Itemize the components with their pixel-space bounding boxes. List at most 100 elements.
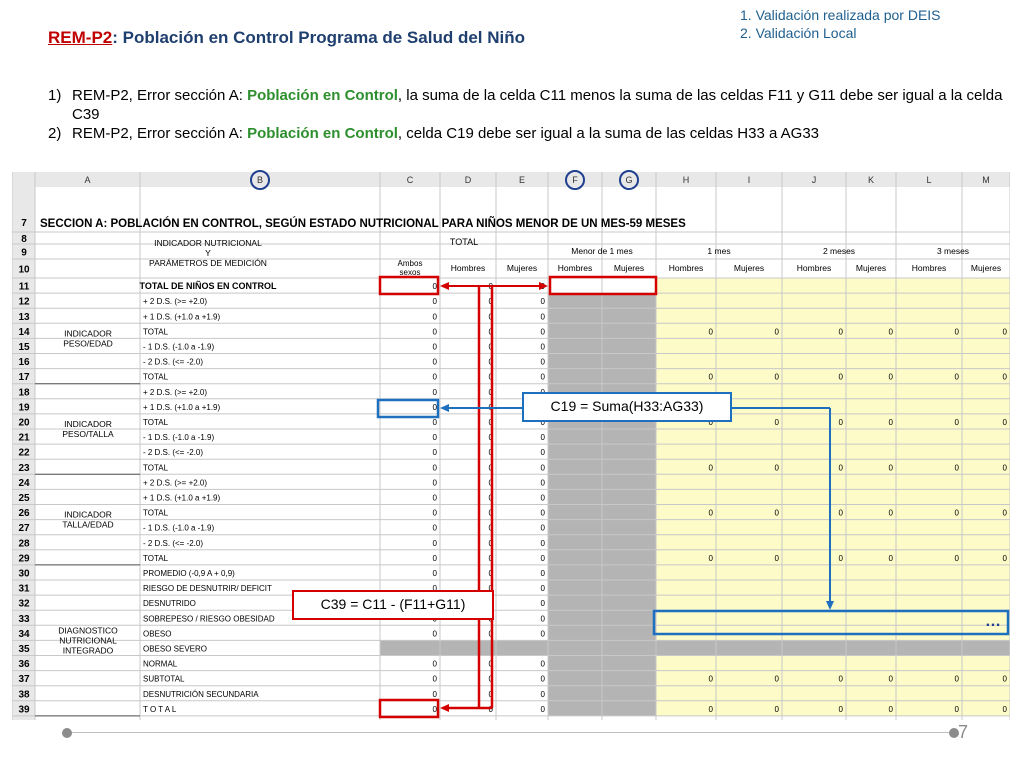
row-number-15: 15 <box>18 342 30 353</box>
arrowhead-c19 <box>440 404 449 412</box>
cell-value: 0 <box>709 373 714 382</box>
column-letter-k: K <box>868 175 874 185</box>
cell-value: 0 <box>889 327 894 336</box>
arrowhead-right <box>539 282 548 290</box>
cell-value: 0 <box>433 539 438 548</box>
row-number-27: 27 <box>18 523 30 534</box>
cell-value: 0 <box>433 327 438 336</box>
shaded-row-35-right <box>656 640 1010 656</box>
row-number-7: 7 <box>21 218 27 229</box>
header-mujeres: Mujeres <box>507 263 537 273</box>
column-letter-b: B <box>257 175 263 185</box>
cell-value: 0 <box>433 312 438 321</box>
cell-value: 0 <box>1003 554 1008 563</box>
error-highlight: Población en Control <box>247 87 398 104</box>
group-label-2: TALLA/EDAD <box>62 520 113 530</box>
row-number-33: 33 <box>18 614 30 625</box>
header-age-3: 3 meses <box>937 246 969 256</box>
cell-value: 0 <box>889 554 894 563</box>
row-number-31: 31 <box>18 584 30 595</box>
cell-value: 0 <box>433 433 438 442</box>
section-title: SECCION A: POBLACIÓN EN CONTROL, SEGÚN E… <box>40 217 686 230</box>
arrowhead-row33 <box>826 601 834 610</box>
row-label-15: - 1 D.S. (-1.0 a -1.9) <box>143 342 214 351</box>
cell-value: 0 <box>1003 373 1008 382</box>
row-label-21: - 1 D.S. (-1.0 a -1.9) <box>143 433 214 442</box>
row-label-24: + 2 D.S. (>= +2.0) <box>143 478 207 487</box>
header-hombres: Hombres <box>558 263 592 273</box>
cell-value: 0 <box>541 342 546 351</box>
spreadsheet-grid: A B C D E F G H I J K L M 7 8 9 10 11 12 13 14 15 16 17 18 19 20 21… <box>12 170 1010 720</box>
column-circle-f <box>565 170 585 190</box>
cell-value: 0 <box>709 463 714 472</box>
row-number-12: 12 <box>18 297 30 308</box>
error-list: 1) REM-P2, Error sección A: Población en … <box>48 86 1008 143</box>
row-number-36: 36 <box>18 659 30 670</box>
header-age-2: 2 meses <box>823 246 855 256</box>
cell-value: 0 <box>889 675 894 684</box>
row-label-27: - 1 D.S. (-1.0 a -1.9) <box>143 524 214 533</box>
cell-value: 0 <box>541 509 546 518</box>
cell-value: 0 <box>889 418 894 427</box>
row-number-18: 18 <box>18 387 30 398</box>
cell-value: 0 <box>541 569 546 578</box>
column-header-bar <box>12 172 1010 187</box>
cell-value: 0 <box>433 629 438 638</box>
highlight-c19 <box>376 398 440 419</box>
cell-value: 0 <box>709 675 714 684</box>
cell-value: 0 <box>889 373 894 382</box>
cell-value: 0 <box>1003 463 1008 472</box>
spreadsheet-screenshot: A B C D E F G H I J K L M 7 8 9 10 11 12 13 14 15 16 17 18 19 20 21… <box>12 170 1010 720</box>
group-label-1: PESO/TALLA <box>62 429 114 439</box>
group-label-3: INTEGRADO <box>63 645 114 655</box>
cell-value: 0 <box>433 358 438 367</box>
cell-value: 0 <box>433 463 438 472</box>
error-prefix: REM-P2, Error sección A: <box>72 87 248 104</box>
row-number-10: 10 <box>18 265 30 276</box>
error-suffix: , la suma de la celda C11 menos la suma … <box>72 87 1003 123</box>
row-number-26: 26 <box>18 508 30 519</box>
cell-value: 0 <box>541 297 546 306</box>
cell-value: 0 <box>839 327 844 336</box>
row-label-16: - 2 D.S. (<= -2.0) <box>143 358 203 367</box>
row-number-19: 19 <box>18 402 30 413</box>
validation-note-1: 1. Validación realizada por DEIS <box>740 7 941 23</box>
row-number-34: 34 <box>18 629 30 640</box>
cell-value: 0 <box>541 660 546 669</box>
cell-value: 0 <box>433 569 438 578</box>
cell-value: 0 <box>541 690 546 699</box>
row-number-9: 9 <box>21 248 27 259</box>
cell-value: 0 <box>775 554 780 563</box>
page-number: 7 <box>958 722 969 742</box>
column-letter-m: M <box>982 175 990 185</box>
error-item-2: 2) REM-P2, Error sección A: Población en … <box>48 124 1008 143</box>
shaded-row-35 <box>380 640 548 656</box>
cell-value: 0 <box>889 463 894 472</box>
cell-value: 0 <box>955 373 960 382</box>
error-prefix: REM-P2, Error sección A: <box>72 125 248 142</box>
header-hombres: Hombres <box>451 263 485 273</box>
cell-value: 0 <box>541 448 546 457</box>
cell-value: 0 <box>433 418 438 427</box>
row-number-35: 35 <box>18 644 30 655</box>
cell-value: 0 <box>955 463 960 472</box>
row-number-8: 8 <box>21 234 27 245</box>
title-text: : Población en Control Programa de Salud… <box>112 28 525 47</box>
row-header-bar <box>12 172 35 720</box>
cell-value: 0 <box>839 418 844 427</box>
cell-value: 0 <box>955 675 960 684</box>
c39-formula-callout: C39 = C11 - (F11+G11) <box>292 590 494 620</box>
cell-value: 0 <box>541 524 546 533</box>
row-number-32: 32 <box>18 599 30 610</box>
row-label-35: OBESO SEVERO <box>143 644 207 653</box>
row-number-11: 11 <box>19 282 30 293</box>
cell-value: 0 <box>1003 705 1008 714</box>
column-circle-b <box>250 170 270 190</box>
cell-value: 0 <box>541 705 546 714</box>
row-label-30: PROMEDIO (-0,9 A + 0,9) <box>143 569 235 578</box>
row-number-28: 28 <box>18 538 30 549</box>
row-number-14: 14 <box>18 327 30 338</box>
row-label-29: TOTAL <box>143 554 169 563</box>
cell-value: 0 <box>775 509 780 518</box>
row-label-26: TOTAL <box>143 509 169 518</box>
